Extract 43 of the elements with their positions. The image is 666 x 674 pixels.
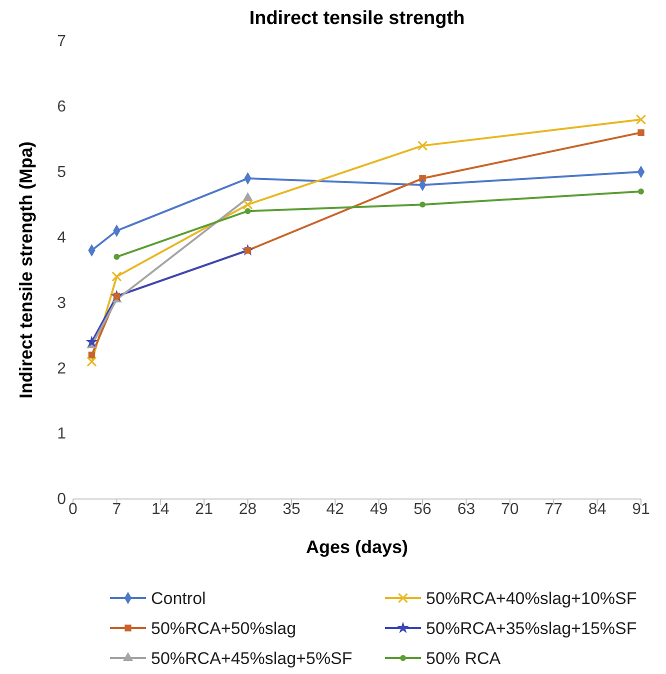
point (88, 352, 96, 358)
x-tick-label: 21 (195, 501, 214, 518)
point (638, 188, 644, 194)
point (114, 254, 120, 260)
y-tick-label: 3 (57, 294, 66, 312)
x-tick-label: 28 (238, 501, 257, 518)
point (417, 140, 428, 151)
y-tick-label: 4 (57, 229, 66, 246)
y-axis-title: Indirect tensile strength (Mpa) (16, 141, 36, 399)
point (244, 208, 251, 214)
point (636, 114, 646, 125)
legend-label: 50%RCA+40%slag+10%SF (426, 589, 637, 608)
point (112, 271, 122, 282)
point (242, 199, 253, 210)
x-tick-label: 63 (457, 501, 476, 518)
x-tick-label: 35 (282, 501, 300, 518)
y-tick-label: 6 (57, 98, 66, 116)
x-tick-label: 14 (151, 501, 170, 518)
y-tick-label: 5 (57, 164, 66, 181)
x-tick-label: 77 (544, 501, 563, 518)
point (420, 202, 426, 208)
y-tick-label: 2 (57, 360, 66, 378)
x-tick-label: 84 (588, 501, 606, 518)
x-axis-title: Ages (days) (306, 537, 408, 557)
legend-label: 50%RCA+45%slag+5%SF (151, 649, 352, 668)
x-tick-label: 91 (632, 501, 650, 518)
chart-title: Indirect tensile strength (249, 8, 465, 29)
x-tick-label: 56 (414, 501, 432, 518)
y-tick-label: 1 (57, 426, 66, 443)
x-tick-label: 42 (326, 501, 344, 518)
point (638, 129, 644, 136)
legend-label: Control (151, 589, 206, 608)
legend-label: 50%RCA+50%slag (151, 619, 296, 638)
x-tick-label: 49 (370, 501, 388, 518)
point (86, 356, 97, 367)
legend-label: 50%RCA+35%slag+15%SF (426, 619, 637, 638)
y-tick-label: 7 (57, 33, 66, 50)
x-tick-label: 7 (112, 501, 122, 518)
point (242, 192, 253, 201)
legend-label: 50% RCA (426, 649, 502, 668)
point (86, 336, 98, 348)
x-tick-label: 0 (68, 501, 78, 518)
x-tick-label: 70 (501, 501, 519, 518)
